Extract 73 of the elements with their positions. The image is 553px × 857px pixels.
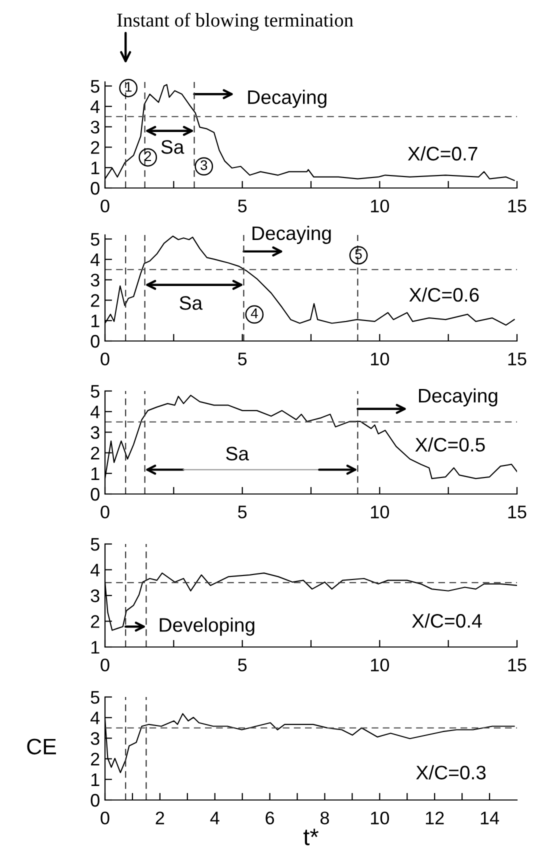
annotation: 2 — [144, 151, 152, 161]
x-tick-label: 5 — [238, 658, 247, 672]
y-tick-label: 0 — [90, 488, 100, 501]
x-tick-label: 0 — [100, 200, 110, 212]
y-tick-label: 4 — [90, 406, 100, 418]
annotation: Sa — [226, 446, 250, 460]
y-tick-label: 3 — [90, 120, 100, 134]
x-tick-label: 15 — [508, 506, 526, 518]
annotation: X/C=0.6 — [409, 287, 479, 302]
x-tick-label: 8 — [320, 812, 329, 824]
x-tick-label: 5 — [238, 352, 247, 366]
y-tick-label: 4 — [90, 712, 100, 724]
chart-title: Instant of blowing termination — [117, 12, 354, 31]
annotation: 5 — [355, 249, 362, 260]
x-tick-label: 15 — [508, 658, 526, 672]
x-tick-label: 6 — [266, 812, 274, 824]
y-tick-label: 2 — [91, 294, 100, 307]
y-tick-label: 4 — [90, 254, 100, 266]
y-tick-label: 0 — [90, 334, 100, 348]
y-tick-label: 1 — [91, 641, 100, 654]
y-tick-label: 5 — [90, 538, 100, 551]
annotation: X/C=0.7 — [408, 146, 478, 161]
x-tick-label: 2 — [156, 812, 164, 824]
annotation: X/C=0.3 — [416, 765, 486, 780]
x-tick-label: 10 — [371, 200, 390, 212]
annotation: X/C=0.4 — [412, 613, 482, 628]
x-tick-label: 4 — [210, 812, 220, 824]
x-tick-label: 5 — [238, 506, 247, 518]
x-tick-label: 0 — [100, 506, 110, 518]
y-tick-label: 0 — [90, 182, 100, 195]
annotation: 1 — [126, 82, 132, 92]
y-tick-label: 0 — [90, 794, 100, 807]
y-tick-label: 5 — [90, 385, 100, 398]
y-tick-label: 1 — [91, 314, 100, 328]
y-tick-label: 2 — [91, 615, 100, 628]
x-tick-label: 10 — [371, 506, 390, 518]
annotation: X/C=0.5 — [415, 437, 485, 452]
x-tick-label: 10 — [371, 658, 390, 672]
annotation: Decaying — [419, 388, 498, 406]
y-tick-label: 3 — [90, 274, 100, 287]
x-tick-label: 15 — [508, 352, 526, 366]
y-tick-label: 2 — [91, 752, 100, 766]
annotation: 4 — [250, 308, 258, 318]
annotation: Decaying — [248, 90, 326, 108]
y-tick-label: 4 — [90, 100, 100, 113]
x-tick-label: 15 — [508, 200, 526, 212]
y-tick-label: 1 — [91, 162, 100, 174]
y-tick-label: 3 — [90, 589, 100, 602]
y-tick-label: 3 — [90, 426, 100, 439]
y-tick-label: 2 — [91, 446, 100, 460]
x-tick-label: 12 — [426, 812, 444, 824]
x-tick-label: 10 — [371, 812, 390, 824]
y-axis-title: CE — [27, 738, 56, 754]
annotation: Sa — [180, 296, 203, 310]
x-axis-title: t* — [303, 828, 319, 846]
annotation: Sa — [161, 140, 184, 154]
y-tick-label: 2 — [91, 141, 100, 154]
x-tick-label: 0 — [100, 352, 110, 366]
y-tick-label: 5 — [90, 691, 100, 704]
y-tick-label: 1 — [91, 468, 100, 480]
y-tick-label: 1 — [91, 774, 100, 786]
x-tick-label: 0 — [100, 658, 110, 672]
x-tick-label: 0 — [100, 812, 110, 824]
annotation: Decaying — [252, 226, 331, 244]
y-tick-label: 5 — [90, 233, 100, 246]
x-tick-label: 14 — [480, 812, 500, 824]
y-tick-label: 5 — [90, 80, 100, 93]
y-tick-label: 3 — [90, 732, 100, 745]
y-tick-label: 4 — [90, 564, 100, 576]
x-tick-label: 5 — [238, 200, 247, 212]
annotation: 3 — [200, 160, 208, 170]
x-tick-label: 10 — [371, 352, 390, 366]
annotation: Developing — [160, 618, 254, 636]
